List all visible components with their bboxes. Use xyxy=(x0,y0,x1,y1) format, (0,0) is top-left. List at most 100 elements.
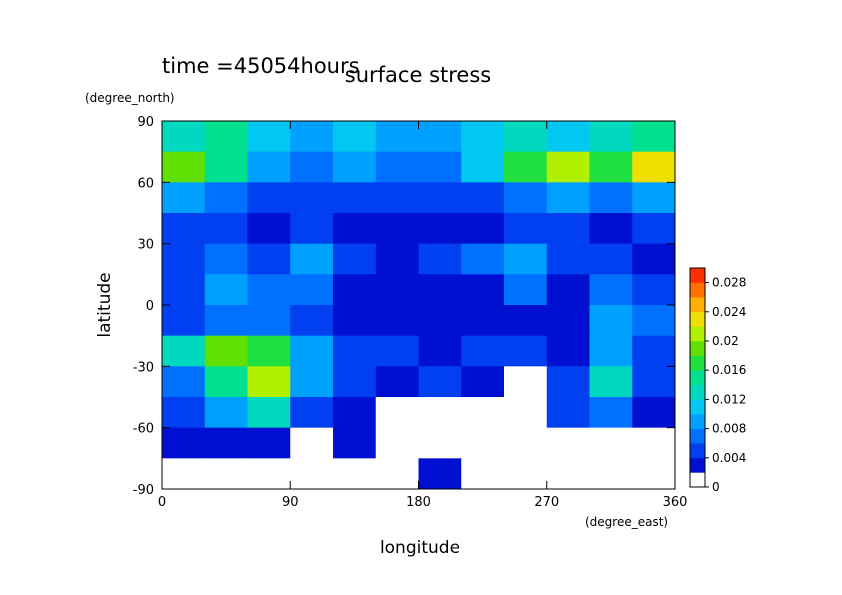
cell xyxy=(204,458,248,490)
cell xyxy=(204,182,248,214)
colorbar-band xyxy=(690,370,705,386)
colorbar-tick-label: 0.024 xyxy=(712,305,746,319)
cell xyxy=(589,151,633,183)
cell xyxy=(632,121,676,153)
cell xyxy=(589,121,633,153)
colorbar-band xyxy=(690,268,705,283)
colorbar-band xyxy=(690,428,705,444)
cell xyxy=(247,397,291,429)
colorbar-tick-label: 0.028 xyxy=(712,276,746,290)
cell xyxy=(504,458,548,490)
cell xyxy=(418,151,462,183)
cell xyxy=(333,151,377,183)
x-axis-label: longitude xyxy=(380,538,460,558)
cell xyxy=(546,305,590,337)
cell xyxy=(504,121,548,153)
cell xyxy=(632,213,676,245)
cell xyxy=(546,213,590,245)
colorbar-tick-label: 0.016 xyxy=(712,363,746,377)
cell xyxy=(162,182,206,214)
cell xyxy=(632,274,676,306)
cell xyxy=(204,121,248,153)
cell xyxy=(333,458,377,490)
cell xyxy=(632,151,676,183)
colorbar-band xyxy=(690,326,705,342)
cell xyxy=(333,243,377,275)
cell xyxy=(589,366,633,398)
x-units: (degree_east) xyxy=(585,515,668,529)
cell xyxy=(461,305,505,337)
cell xyxy=(290,213,334,245)
colorbar-band xyxy=(690,297,705,313)
cell xyxy=(418,366,462,398)
cell xyxy=(504,213,548,245)
cell xyxy=(247,274,291,306)
cell xyxy=(162,458,206,490)
colorbar-band xyxy=(690,384,705,400)
cell xyxy=(375,121,419,153)
cell xyxy=(461,121,505,153)
cell xyxy=(247,366,291,398)
cell xyxy=(504,151,548,183)
cell xyxy=(204,366,248,398)
cell xyxy=(375,397,419,429)
cell xyxy=(418,274,462,306)
cell xyxy=(290,397,334,429)
cell xyxy=(504,305,548,337)
colorbar-tick-label: 0.004 xyxy=(712,451,746,465)
cell xyxy=(162,366,206,398)
y-tick-label: -60 xyxy=(133,422,154,437)
cell xyxy=(375,213,419,245)
cell xyxy=(504,243,548,275)
cell xyxy=(504,366,548,398)
y-tick-label: -90 xyxy=(133,483,154,498)
cell xyxy=(333,305,377,337)
cell xyxy=(375,427,419,459)
cell xyxy=(375,366,419,398)
cell xyxy=(333,366,377,398)
cell xyxy=(247,427,291,459)
cell xyxy=(461,213,505,245)
cell xyxy=(546,335,590,367)
cell xyxy=(333,121,377,153)
cell xyxy=(461,243,505,275)
colorbar-band xyxy=(690,399,705,415)
cell xyxy=(589,243,633,275)
cell xyxy=(418,213,462,245)
cell xyxy=(333,397,377,429)
cell xyxy=(162,121,206,153)
cell xyxy=(204,243,248,275)
cell xyxy=(504,274,548,306)
cell xyxy=(333,274,377,306)
cell xyxy=(589,427,633,459)
colorbar-tick-label: 0.008 xyxy=(712,422,746,436)
cell xyxy=(290,182,334,214)
cell xyxy=(204,213,248,245)
y-axis-label: latitude xyxy=(95,272,115,337)
cell xyxy=(589,335,633,367)
cell xyxy=(333,213,377,245)
y-tick-label: 30 xyxy=(137,238,154,253)
cell xyxy=(162,151,206,183)
y-tick-label: 60 xyxy=(137,176,154,191)
cell xyxy=(204,335,248,367)
cell xyxy=(546,366,590,398)
cell xyxy=(546,397,590,429)
colorbar-frame xyxy=(689,267,706,488)
cell xyxy=(589,274,633,306)
cell xyxy=(247,121,291,153)
cell xyxy=(546,458,590,490)
y-tick-label: 0 xyxy=(146,299,154,314)
cell xyxy=(162,335,206,367)
x-tick-label: 180 xyxy=(406,495,431,510)
cell xyxy=(461,182,505,214)
cell xyxy=(589,182,633,214)
y-tick-label: 90 xyxy=(137,115,154,130)
cell xyxy=(418,458,462,490)
cell xyxy=(546,182,590,214)
cell xyxy=(632,243,676,275)
chart-title: surface stress xyxy=(345,63,491,87)
cell xyxy=(461,366,505,398)
x-tick-label: 0 xyxy=(158,495,166,510)
colorbar-tick-label: 0.012 xyxy=(712,392,746,406)
